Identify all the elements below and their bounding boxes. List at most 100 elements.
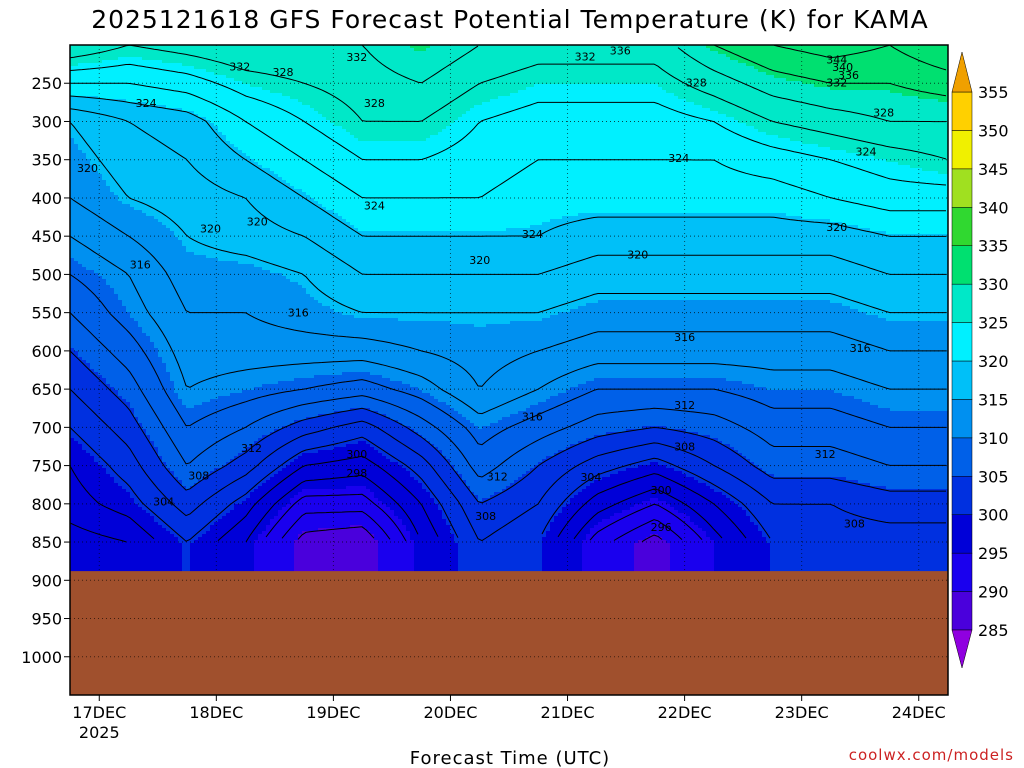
theta-fill-cell	[882, 486, 887, 572]
theta-fill-cell	[654, 84, 659, 214]
theta-fill-cell	[102, 279, 107, 379]
theta-fill-cell	[70, 438, 75, 572]
theta-fill-cell	[658, 501, 663, 538]
theta-fill-cell	[258, 267, 263, 388]
theta-fill-cell	[630, 429, 635, 469]
theta-fill-cell	[106, 186, 111, 286]
theta-fill-cell	[630, 507, 635, 572]
colorbar-label: 355	[978, 83, 1009, 102]
theta-fill-cell	[366, 531, 371, 572]
theta-fill-cell	[926, 234, 931, 322]
theta-fill-cell	[390, 420, 395, 463]
theta-fill-cell	[662, 90, 667, 214]
contour-label: 304	[153, 496, 174, 509]
theta-fill-cell	[534, 405, 539, 466]
theta-fill-cell	[498, 492, 503, 572]
theta-fill-cell	[174, 237, 179, 394]
theta-fill-cell	[846, 306, 851, 397]
theta-fill-cell	[506, 417, 511, 487]
theta-fill-cell	[70, 348, 75, 439]
theta-fill-cell	[74, 351, 79, 442]
theta-fill-cell	[254, 540, 259, 572]
theta-fill-cell	[462, 114, 467, 232]
theta-fill-cell	[258, 534, 263, 572]
theta-fill-cell	[838, 393, 843, 478]
theta-fill-cell	[394, 462, 399, 517]
theta-fill-cell	[822, 45, 827, 88]
theta-fill-cell	[486, 102, 491, 232]
theta-fill-cell	[178, 63, 183, 109]
theta-fill-cell	[106, 384, 111, 475]
theta-fill-cell	[738, 300, 743, 382]
theta-fill-cell	[778, 300, 783, 391]
theta-fill-cell	[862, 483, 867, 572]
theta-fill-cell	[562, 450, 567, 508]
theta-fill-cell	[138, 45, 143, 58]
theta-fill-cell	[254, 162, 259, 268]
theta-fill-cell	[650, 426, 655, 463]
theta-fill-cell	[710, 51, 715, 112]
theta-fill-cell	[286, 183, 291, 280]
theta-fill-cell	[446, 231, 451, 322]
theta-fill-cell	[482, 102, 487, 232]
theta-fill-cell	[666, 378, 671, 430]
theta-fill-cell	[930, 321, 935, 412]
theta-fill-cell	[626, 300, 631, 379]
theta-fill-cell	[694, 213, 699, 301]
theta-fill-cell	[722, 114, 727, 214]
theta-fill-cell	[442, 129, 447, 232]
theta-fill-cell	[670, 378, 675, 430]
theta-fill-cell	[442, 45, 447, 130]
theta-fill-cell	[302, 378, 307, 421]
theta-fill-cell	[158, 60, 163, 106]
theta-fill-cell	[358, 408, 363, 442]
theta-fill-cell	[518, 321, 523, 412]
theta-fill-cell	[722, 300, 727, 379]
theta-fill-cell	[498, 420, 503, 493]
theta-fill-cell	[242, 390, 247, 451]
theta-contour-line	[361, 45, 479, 84]
theta-fill-cell	[730, 300, 735, 382]
theta-fill-cell	[290, 498, 295, 572]
theta-fill-cell	[710, 213, 715, 301]
theta-fill-cell	[346, 45, 351, 133]
theta-fill-cell	[806, 477, 811, 572]
theta-fill-cell	[178, 399, 183, 481]
theta-fill-cell	[146, 435, 151, 514]
theta-fill-cell	[282, 507, 287, 572]
theta-fill-cell	[794, 81, 799, 142]
theta-fill-cell	[478, 429, 483, 502]
theta-fill-cell	[886, 162, 891, 235]
theta-fill-cell	[374, 411, 379, 451]
theta-fill-cell	[534, 321, 539, 406]
theta-fill-cell	[78, 96, 83, 151]
theta-fill-cell	[278, 429, 283, 472]
theta-fill-cell	[662, 501, 667, 541]
theta-fill-cell	[370, 318, 375, 376]
theta-contour-line	[70, 63, 947, 186]
theta-fill-cell	[514, 93, 519, 229]
theta-fill-cell	[394, 516, 399, 572]
theta-fill-cell	[594, 480, 599, 526]
theta-fill-cell	[194, 255, 199, 406]
theta-fill-cell	[398, 423, 403, 466]
theta-fill-cell	[614, 213, 619, 301]
theta-fill-cell	[638, 465, 643, 505]
theta-fill-cell	[806, 144, 811, 220]
theta-fill-cell	[610, 213, 615, 301]
theta-fill-cell	[598, 378, 603, 436]
theta-fill-cell	[166, 63, 171, 109]
theta-fill-cell	[110, 477, 115, 572]
theta-fill-cell	[938, 174, 943, 235]
theta-fill-cell	[882, 159, 887, 232]
theta-fill-cell	[362, 408, 367, 442]
theta-fill-cell	[766, 213, 771, 301]
theta-fill-cell	[726, 381, 731, 445]
theta-fill-cell	[602, 45, 607, 85]
theta-fill-cell	[874, 159, 879, 232]
theta-fill-cell	[466, 420, 471, 487]
theta-fill-cell	[334, 447, 339, 490]
theta-fill-cell	[754, 525, 759, 572]
theta-fill-cell	[626, 378, 631, 430]
theta-fill-cell	[286, 279, 291, 382]
